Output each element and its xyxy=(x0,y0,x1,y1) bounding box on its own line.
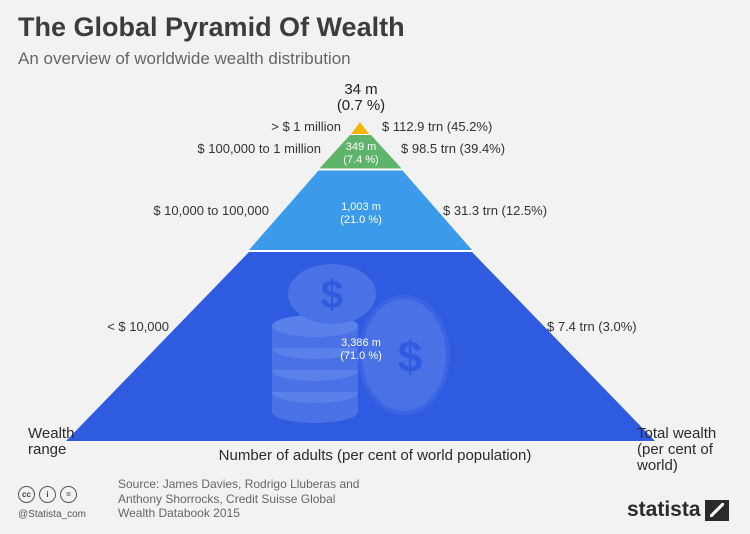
number-of-adults-label: Number of adults (per cent of world popu… xyxy=(218,447,532,464)
cc-icon[interactable]: cc xyxy=(18,486,35,503)
tier-3-wealth: $ 31.3 trn (12.5%) xyxy=(443,203,547,218)
by-icon[interactable]: i xyxy=(39,486,56,503)
tier-4-wealth: $ 7.4 trn (3.0%) xyxy=(547,319,637,334)
source-note: Source: James Davies, Rodrigo Lluberas a… xyxy=(118,477,360,520)
tier-2-range: $ 100,000 to 1 million xyxy=(197,141,321,156)
tier-1-range: > $ 1 million xyxy=(271,119,341,134)
statista-mark-icon xyxy=(704,499,729,521)
wealth-range-label: Wealth range xyxy=(28,425,75,458)
chart-subtitle: An overview of worldwide wealth distribu… xyxy=(18,49,351,68)
tier-1-share: (0.7 %) xyxy=(337,97,385,114)
tier-1-shape xyxy=(351,122,369,134)
statista-handle[interactable]: @Statista_com xyxy=(18,509,86,520)
tier-3-adults: 1,003 m xyxy=(341,201,381,213)
tier-4-range: < $ 10,000 xyxy=(107,319,169,334)
tier-3-range: $ 10,000 to 100,000 xyxy=(153,203,269,218)
license-icons: cc i = xyxy=(18,486,77,503)
tier-1-wealth: $ 112.9 trn (45.2%) xyxy=(382,119,492,134)
svg-text:$: $ xyxy=(321,273,343,317)
tier-4-adults: 3,386 m xyxy=(341,337,381,349)
tier-2-adults: 349 m xyxy=(346,141,377,153)
total-wealth-label: Total wealth (per cent of world) xyxy=(637,425,717,474)
tier-3-shape xyxy=(249,170,472,250)
tier-2-share: (7.4 %) xyxy=(343,154,378,166)
svg-text:$: $ xyxy=(398,333,422,382)
tier-2-shape xyxy=(319,135,402,169)
chart-title: The Global Pyramid Of Wealth xyxy=(18,12,405,42)
tier-2-wealth: $ 98.5 trn (39.4%) xyxy=(401,141,505,156)
statista-logo[interactable]: statista xyxy=(627,498,729,522)
statista-wordmark: statista xyxy=(627,498,701,521)
tier-1-adults: 34 m xyxy=(344,81,377,98)
tier-4-share: (71.0 %) xyxy=(340,350,382,362)
tier-3-share: (21.0 %) xyxy=(340,214,382,226)
nd-icon[interactable]: = xyxy=(60,486,77,503)
coins-icon: $ $ xyxy=(272,264,450,423)
